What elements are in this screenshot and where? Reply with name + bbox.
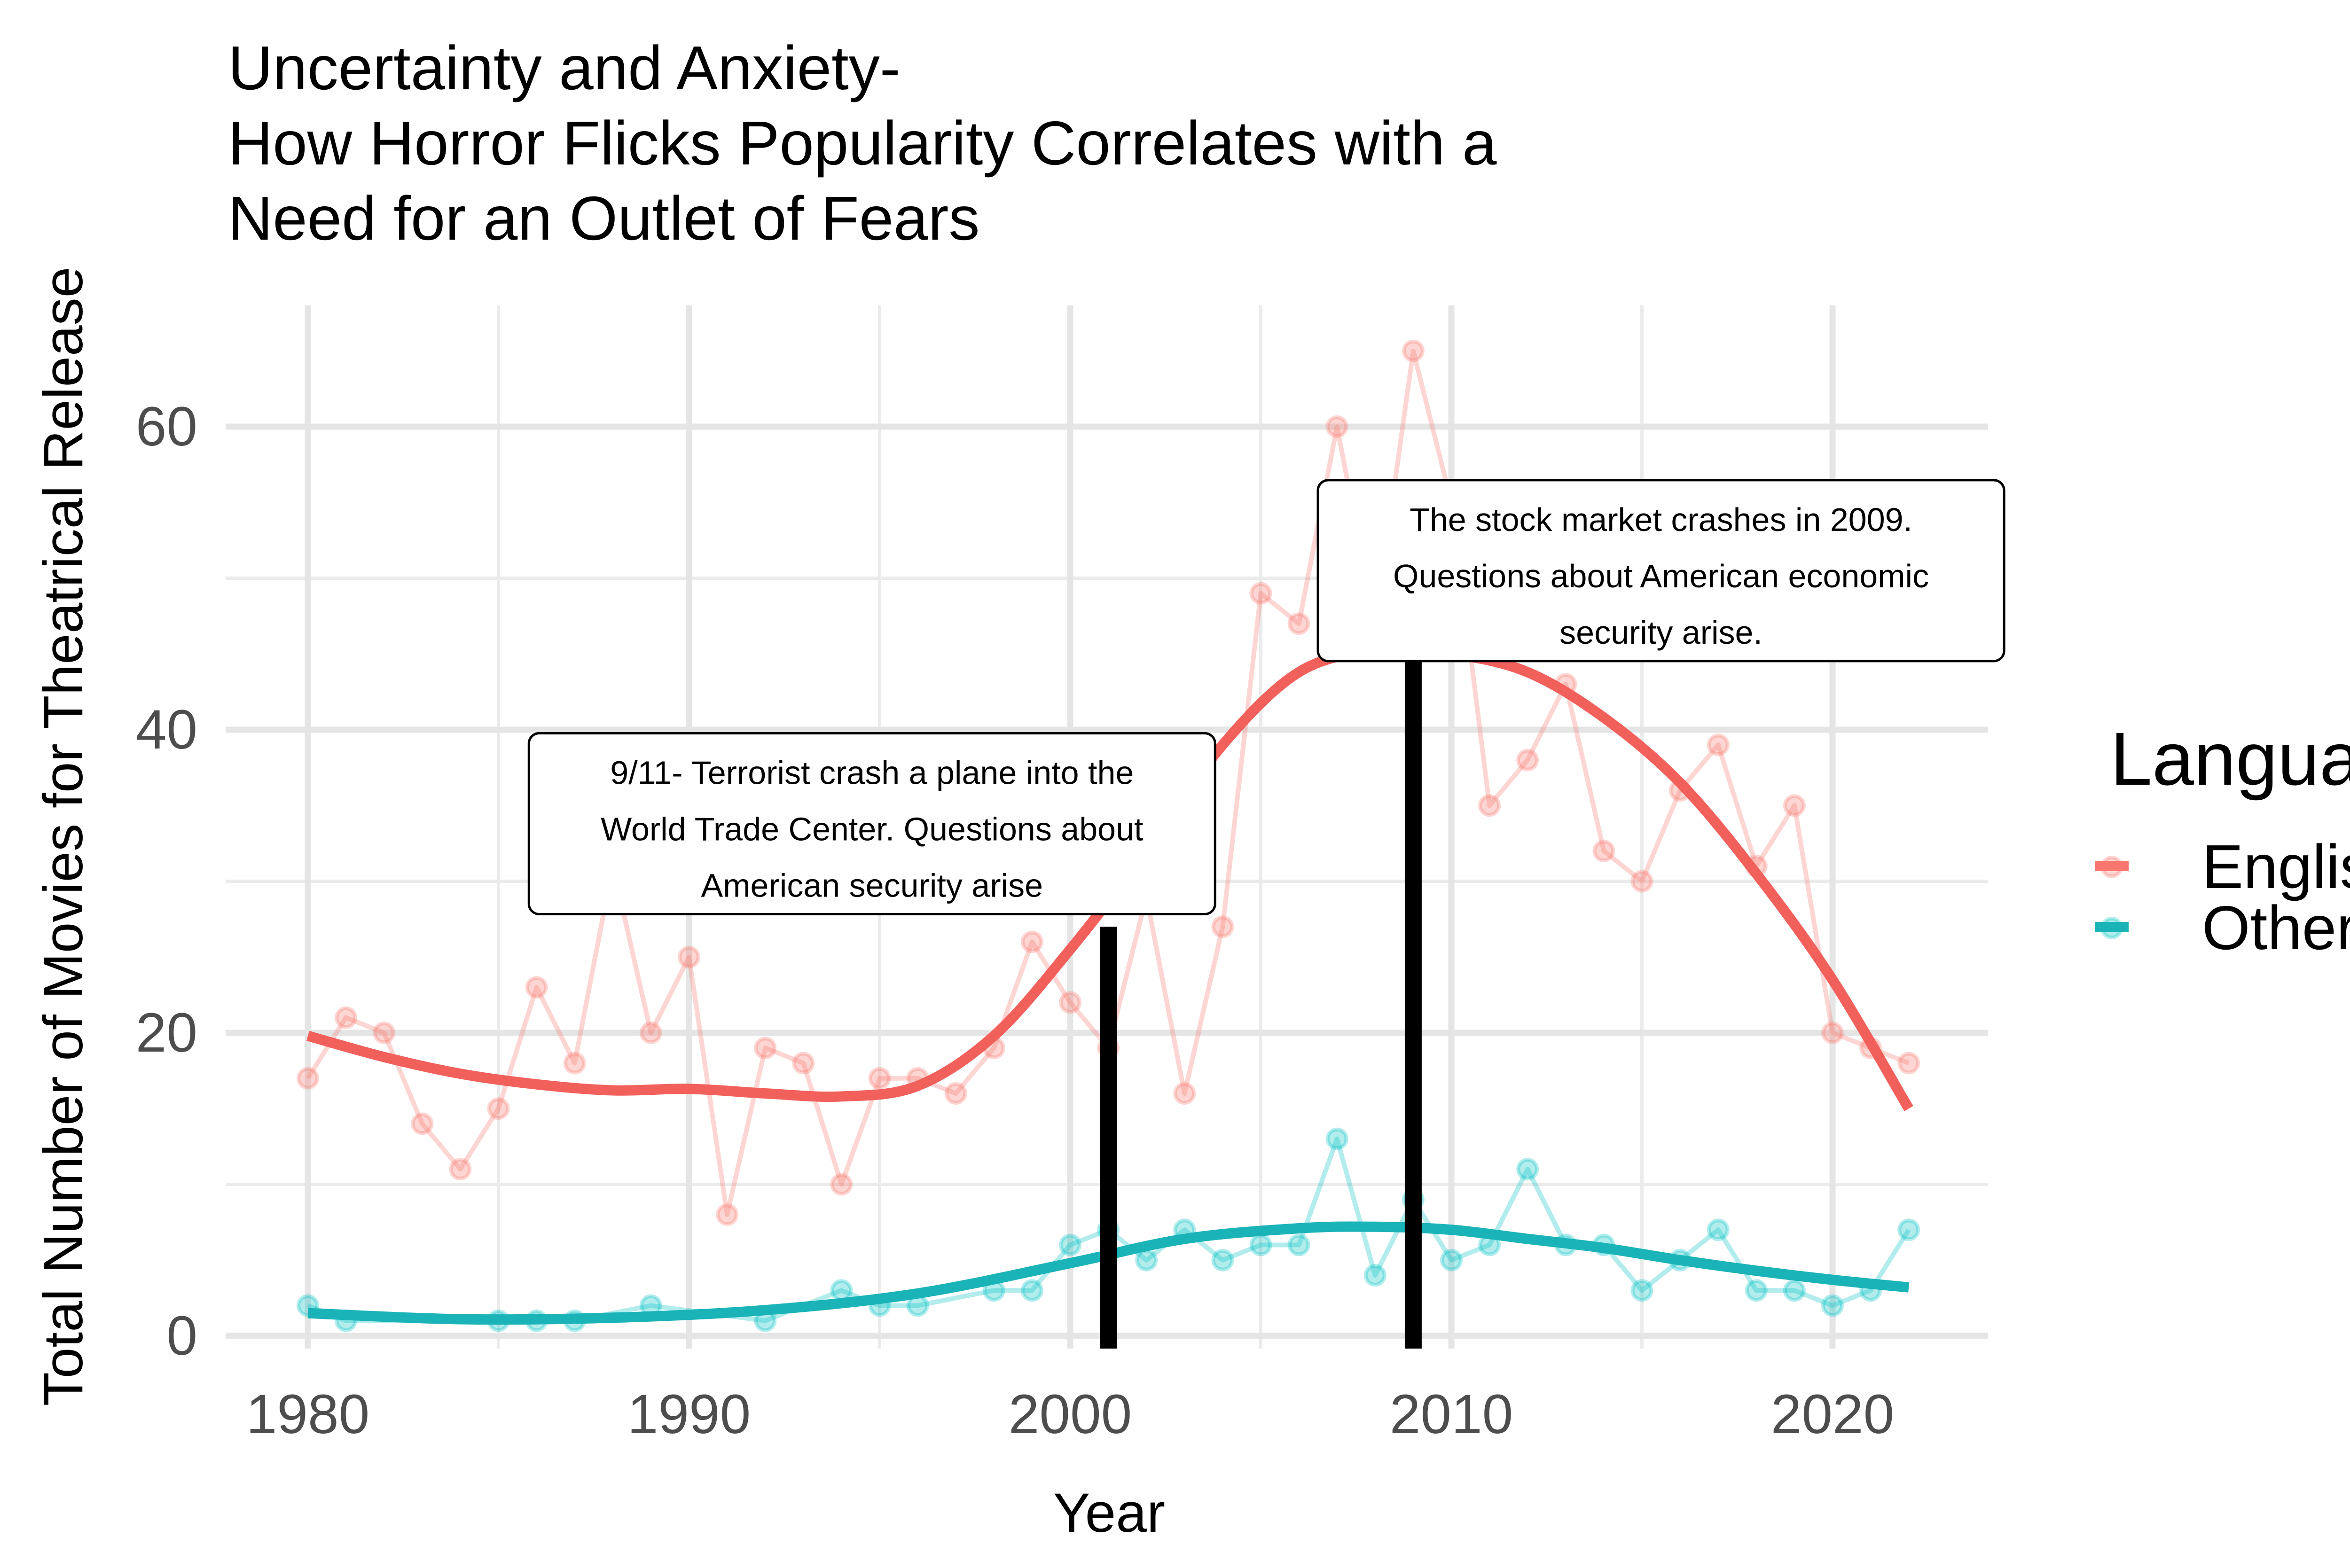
data-point-other[interactable]	[830, 1279, 853, 1302]
data-point-english[interactable]	[944, 1082, 967, 1105]
annotation-text-line: Questions about American economic	[1393, 558, 1929, 594]
data-point-other[interactable]	[1745, 1279, 1768, 1302]
data-point-english[interactable]	[1059, 991, 1081, 1014]
data-point-other[interactable]	[1821, 1294, 1844, 1317]
data-point-other[interactable]	[1135, 1248, 1158, 1272]
data-point-other[interactable]	[1211, 1248, 1234, 1272]
data-point-english[interactable]	[830, 1173, 853, 1196]
legend-item-english[interactable]: English	[2095, 832, 2350, 901]
annotation-label-2: The stock market crashes in 2009. Questio…	[1316, 479, 2005, 663]
data-point-other[interactable]	[1630, 1279, 1653, 1302]
legend-key-english-line	[2095, 861, 2129, 871]
data-point-english[interactable]	[525, 976, 548, 999]
y-axis-ticks: 0 20 40 60	[136, 396, 197, 1367]
annotation-box	[1316, 479, 2005, 663]
data-point-english[interactable]	[1821, 1022, 1844, 1044]
legend-item-other[interactable]: Other	[2095, 893, 2350, 962]
data-point-other[interactable]	[1707, 1218, 1730, 1241]
data-point-other[interactable]	[1020, 1279, 1043, 1302]
data-point-english[interactable]	[1249, 582, 1272, 605]
data-point-english[interactable]	[1897, 1052, 1920, 1075]
data-point-other[interactable]	[1363, 1264, 1386, 1287]
title-line-1: Uncertainty and Anxiety-	[228, 33, 901, 102]
legend-title: Language	[2110, 717, 2350, 801]
title-line-3: Need for an Outlet of Fears	[228, 184, 979, 253]
data-point-english[interactable]	[1516, 749, 1539, 772]
legend-label-other: Other	[2202, 893, 2350, 962]
data-point-english[interactable]	[563, 1052, 586, 1075]
x-tick-label: 1980	[246, 1383, 370, 1445]
x-tick-label: 2010	[1390, 1383, 1513, 1445]
x-axis-title: Year	[1053, 1482, 1165, 1544]
data-point-other[interactable]	[1897, 1218, 1920, 1241]
data-point-other[interactable]	[1516, 1158, 1539, 1181]
x-tick-label: 1990	[627, 1383, 751, 1445]
data-point-other[interactable]	[1325, 1127, 1348, 1150]
y-tick-label: 0	[166, 1305, 197, 1367]
data-point-english[interactable]	[297, 1067, 319, 1090]
annotations: 9/11- Terrorist crash a plane into the Wo…	[527, 479, 2005, 915]
chart-title: Uncertainty and Anxiety- How Horror Flic…	[228, 33, 1497, 253]
annotation-text-line: security arise.	[1559, 614, 1762, 651]
data-point-english[interactable]	[411, 1112, 434, 1135]
data-point-english[interactable]	[1592, 840, 1615, 862]
y-axis-title: Total Number of Movies for Theatrical Re…	[32, 267, 94, 1406]
data-point-english[interactable]	[1402, 339, 1425, 362]
x-tick-label: 2000	[1009, 1383, 1132, 1445]
data-point-other[interactable]	[1440, 1248, 1463, 1272]
data-point-english[interactable]	[792, 1052, 815, 1075]
data-point-english[interactable]	[1020, 930, 1043, 953]
annotation-label-1: 9/11- Terrorist crash a plane into the Wo…	[527, 732, 1216, 915]
data-point-english[interactable]	[1783, 794, 1806, 817]
data-point-english[interactable]	[1211, 915, 1234, 938]
data-point-english[interactable]	[639, 1022, 662, 1044]
data-point-english[interactable]	[868, 1067, 891, 1090]
data-point-other[interactable]	[1287, 1233, 1310, 1256]
data-point-english[interactable]	[1287, 612, 1310, 635]
data-point-english[interactable]	[1173, 1082, 1196, 1105]
x-tick-label: 2020	[1771, 1383, 1895, 1445]
data-point-english[interactable]	[449, 1158, 472, 1181]
data-point-other[interactable]	[1783, 1279, 1806, 1302]
data-point-other[interactable]	[1249, 1233, 1272, 1256]
annotation-text-line: World Trade Center. Questions about	[601, 811, 1143, 847]
data-point-english[interactable]	[373, 1022, 396, 1044]
data-point-english[interactable]	[716, 1203, 739, 1226]
data-point-english[interactable]	[678, 945, 700, 968]
data-point-english[interactable]	[754, 1037, 777, 1060]
annotation-text-line: The stock market crashes in 2009.	[1410, 501, 1912, 538]
data-point-english[interactable]	[1478, 794, 1501, 817]
data-point-english[interactable]	[1707, 733, 1730, 757]
data-point-english[interactable]	[487, 1097, 510, 1120]
title-line-2: How Horror Flicks Popularity Correlates …	[228, 109, 1497, 178]
y-tick-label: 60	[136, 396, 197, 458]
data-point-english[interactable]	[1630, 870, 1653, 893]
y-tick-label: 20	[136, 1002, 197, 1064]
legend-label-english: English	[2202, 832, 2350, 901]
data-point-english[interactable]	[335, 1006, 358, 1029]
event-lines	[1100, 654, 1422, 1349]
data-point-other[interactable]	[1059, 1233, 1081, 1256]
smooth-curve-other	[307, 1221, 1910, 1325]
annotation-text-line: 9/11- Terrorist crash a plane into the	[610, 754, 1134, 791]
annotation-text-line: American security arise	[701, 867, 1043, 904]
data-point-english[interactable]	[1325, 415, 1348, 438]
y-tick-label: 40	[136, 699, 197, 761]
legend-key-other-line	[2095, 922, 2129, 932]
legend: Language English Other	[2095, 717, 2350, 962]
annotation-box	[527, 732, 1216, 915]
x-axis-ticks: 1980 1990 2000 2010 2020	[246, 1383, 1895, 1445]
